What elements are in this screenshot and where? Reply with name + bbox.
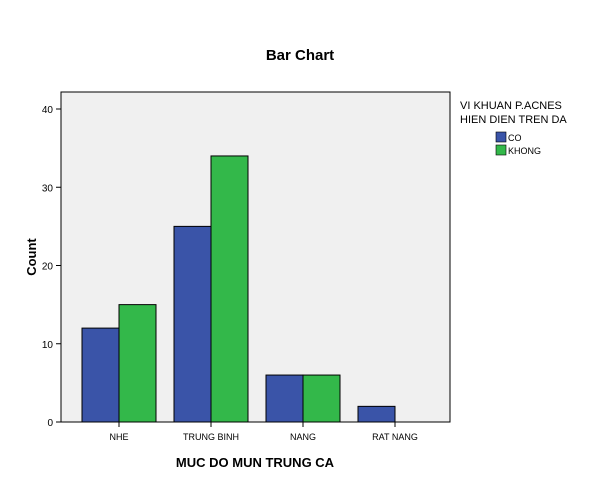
- legend-title-line-2: HIEN DIEN TREN DA: [460, 114, 567, 126]
- y-tick-label-0: 0: [47, 418, 53, 429]
- legend-label-co: CO: [508, 133, 522, 143]
- x-axis-label: MUC DO MUN TRUNG CA: [176, 455, 335, 470]
- y-tick-label-3: 30: [42, 183, 54, 194]
- bar-khong-2: [302, 374, 341, 423]
- legend: VI KHUAN P.ACNES HIEN DIEN TREN DA CO KH…: [460, 100, 567, 156]
- y-axis: 0 10 20 30 40: [42, 105, 61, 429]
- x-axis: NHE TRUNG BINH NANG RAT NANG: [109, 422, 418, 442]
- bar-co-0: [81, 327, 120, 423]
- legend-label-khong: KHONG: [508, 146, 541, 156]
- legend-swatch-co: [495, 131, 507, 143]
- chart-title: Bar Chart: [266, 47, 334, 64]
- bar-khong-0: [118, 304, 157, 423]
- x-tick-label-3: RAT NANG: [372, 432, 418, 442]
- x-tick-label-2: NANG: [290, 432, 316, 442]
- bar-co-2: [265, 374, 304, 423]
- legend-title-line-1: VI KHUAN P.ACNES: [460, 100, 562, 112]
- bar-khong-1: [210, 155, 249, 423]
- y-tick-label-1: 10: [42, 340, 54, 351]
- bar-co-1: [173, 225, 212, 423]
- y-tick-label-4: 40: [42, 105, 54, 116]
- x-tick-label-1: TRUNG BINH: [183, 432, 239, 442]
- bar-co-3: [357, 405, 396, 423]
- y-axis-label: Count: [24, 238, 39, 276]
- y-tick-label-2: 20: [42, 262, 54, 273]
- x-tick-label-0: NHE: [109, 432, 128, 442]
- legend-swatch-khong: [495, 144, 507, 156]
- bars: [81, 155, 396, 423]
